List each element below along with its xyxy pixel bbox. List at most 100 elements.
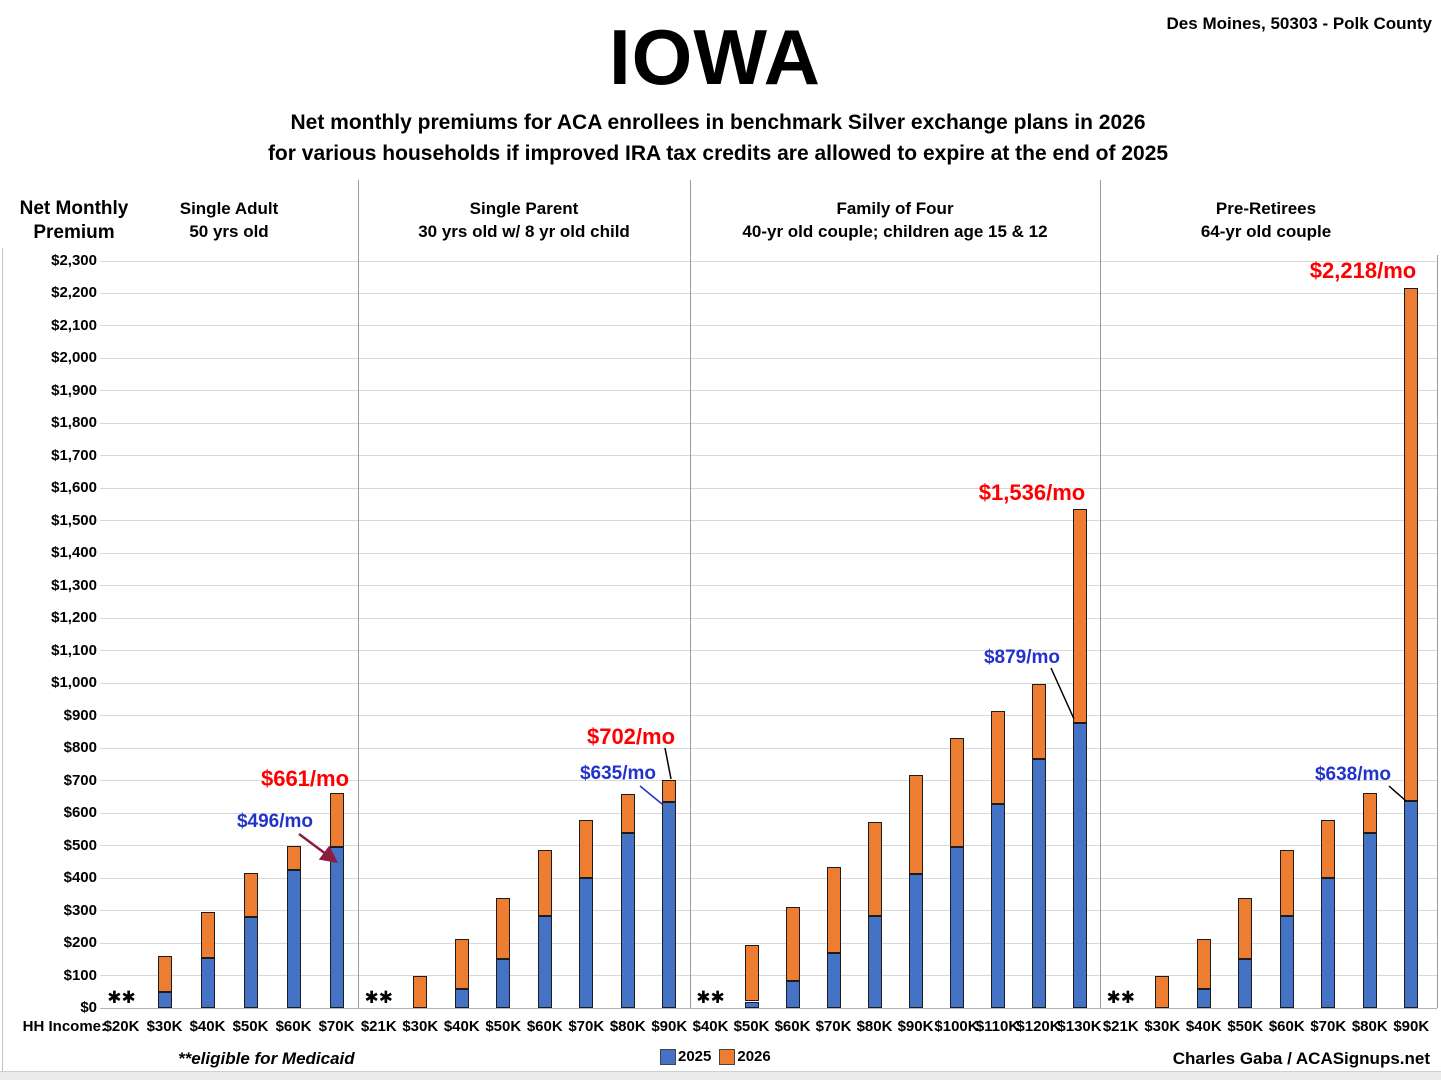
bar-2025-segment xyxy=(867,916,882,1008)
y-tick-label: $300 xyxy=(63,901,97,919)
bar-2026-segment xyxy=(1031,684,1046,759)
panel-title-1: Single Adult 50 yrs old xyxy=(100,197,358,243)
panel-divider xyxy=(358,180,359,1008)
y-tick-label: $2,300 xyxy=(51,252,97,269)
bar-2025-segment xyxy=(454,989,469,1008)
panel-title-2: Single Parent 30 yrs old w/ 8 yr old chil… xyxy=(358,197,690,243)
x-tick-label: $80K xyxy=(609,1018,646,1035)
bar-2025-segment xyxy=(949,846,964,1008)
bar-2026-segment xyxy=(537,850,552,917)
bar-2026-segment xyxy=(157,956,172,993)
bar-2026-segment xyxy=(908,774,923,875)
x-tick-label: $90K xyxy=(1393,1018,1430,1035)
x-tick-label: $70K xyxy=(318,1018,355,1035)
bar-2026-segment xyxy=(744,945,759,1002)
bar-2025-segment xyxy=(200,958,215,1008)
gridline-$1,600 xyxy=(100,487,1437,489)
gridline-$1,700 xyxy=(100,455,1437,457)
x-tick-label: $80K xyxy=(1351,1018,1388,1035)
x-tick-label: $40K xyxy=(189,1018,226,1035)
bar-2026-segment xyxy=(243,873,258,918)
x-tick-label: $30K xyxy=(402,1018,439,1035)
gridline-$300 xyxy=(100,910,1437,912)
x-tick-label: $90K xyxy=(897,1018,934,1035)
medicaid-footnote: **eligible for Medicaid xyxy=(178,1049,355,1068)
gridline-$200 xyxy=(100,942,1437,944)
gridline-$2,300 xyxy=(100,260,1437,262)
y-tick-label: $1,900 xyxy=(51,381,97,399)
x-tick-label: $130K xyxy=(1057,1018,1102,1035)
legend-swatch-2025-icon xyxy=(660,1048,676,1065)
gridline-$1,300 xyxy=(100,585,1437,587)
bar-2026-segment xyxy=(867,821,882,917)
medicaid-marker: ✱✱ xyxy=(1106,988,1136,1007)
x-tick-label: $70K xyxy=(1310,1018,1347,1035)
bar-2025-segment xyxy=(496,959,511,1008)
gridline-$600 xyxy=(100,812,1437,814)
bar-2026-segment xyxy=(949,738,964,847)
y-tick-label: $1,200 xyxy=(51,609,97,627)
x-tick-label: $21K xyxy=(1102,1018,1139,1035)
x-tick-label: $110K xyxy=(975,1018,1020,1035)
bar-2025-segment xyxy=(826,952,841,1008)
y-axis-title: Net Monthly Premium xyxy=(8,197,140,245)
x-tick-label: $50K xyxy=(485,1018,522,1035)
y-axis-title-line-1: Net Monthly xyxy=(19,198,129,219)
x-tick-label: $50K xyxy=(232,1018,269,1035)
x-axis-title: HH Income: xyxy=(22,1018,106,1035)
x-tick-label: $50K xyxy=(733,1018,770,1035)
x-tick-label: $20K xyxy=(103,1018,140,1035)
x-tick-label: $90K xyxy=(651,1018,688,1035)
subtitle-line-2: for various households if improved IRA t… xyxy=(267,142,1169,165)
y-tick-label: $1,000 xyxy=(51,674,97,692)
bar-2026-segment xyxy=(579,819,594,879)
legend-label-2026: 2026 xyxy=(737,1048,771,1065)
x-tick-label: $70K xyxy=(568,1018,605,1035)
bar-2025-segment xyxy=(1321,878,1336,1008)
medicaid-marker: ✱✱ xyxy=(107,988,136,1007)
bar-2026-segment xyxy=(200,911,215,959)
subtitle-line-1: Net monthly premiums for ACA enrollees i… xyxy=(290,111,1146,134)
x-tick-label: $40K xyxy=(1185,1018,1222,1035)
x-tick-label: $70K xyxy=(815,1018,852,1035)
panel-title-line-1: Pre-Retirees xyxy=(1215,199,1317,218)
bar-2026-segment xyxy=(1404,287,1419,801)
bar-2026-segment xyxy=(662,780,677,802)
bar-2026-segment xyxy=(1072,509,1087,723)
bar-2025-segment xyxy=(243,917,258,1008)
y-tick-label: $100 xyxy=(63,966,97,984)
y-tick-label: $2,200 xyxy=(51,284,97,302)
panel-divider xyxy=(1100,180,1101,1008)
bar-2025-segment xyxy=(1031,758,1046,1008)
credit-attribution: Charles Gaba / ACASignups.net xyxy=(1172,1049,1430,1068)
bar-2025-segment xyxy=(1362,832,1377,1008)
annotation-red: $661/mo xyxy=(260,766,350,791)
y-tick-label: $1,600 xyxy=(51,479,97,497)
panel-title-line-2: 40-yr old couple; children age 15 & 12 xyxy=(742,222,1048,241)
bar-2025-segment xyxy=(620,832,635,1008)
y-tick-label: $1,400 xyxy=(51,544,97,562)
x-tick-label: $40K xyxy=(692,1018,729,1035)
bar-2026-segment xyxy=(286,846,301,870)
bar-2026-segment xyxy=(413,975,428,1008)
bar-2026-segment xyxy=(620,793,635,833)
panel-title-line-2: 30 yrs old w/ 8 yr old child xyxy=(418,222,630,241)
bar-2025-segment xyxy=(1238,959,1253,1008)
y-tick-label: $700 xyxy=(63,771,97,789)
panel-title-line-2: 50 yrs old xyxy=(189,222,269,241)
y-tick-label: $2,100 xyxy=(51,316,97,334)
y-tick-label: $600 xyxy=(63,804,97,822)
x-tick-label: $30K xyxy=(146,1018,183,1035)
gridline-$2,200 xyxy=(100,292,1437,294)
annotation-blue: $496/mo xyxy=(236,811,314,832)
gridline-$2,000 xyxy=(100,357,1437,359)
bar-2025-segment xyxy=(157,992,172,1008)
x-tick-label: $60K xyxy=(1268,1018,1305,1035)
gridline-$900 xyxy=(100,715,1437,717)
y-tick-label: $1,100 xyxy=(51,641,97,659)
legend-item-2025: 2025 xyxy=(660,1048,711,1065)
panel-divider xyxy=(690,180,691,1008)
plot-right-border xyxy=(1437,255,1438,1008)
bar-2025-segment xyxy=(662,801,677,1008)
